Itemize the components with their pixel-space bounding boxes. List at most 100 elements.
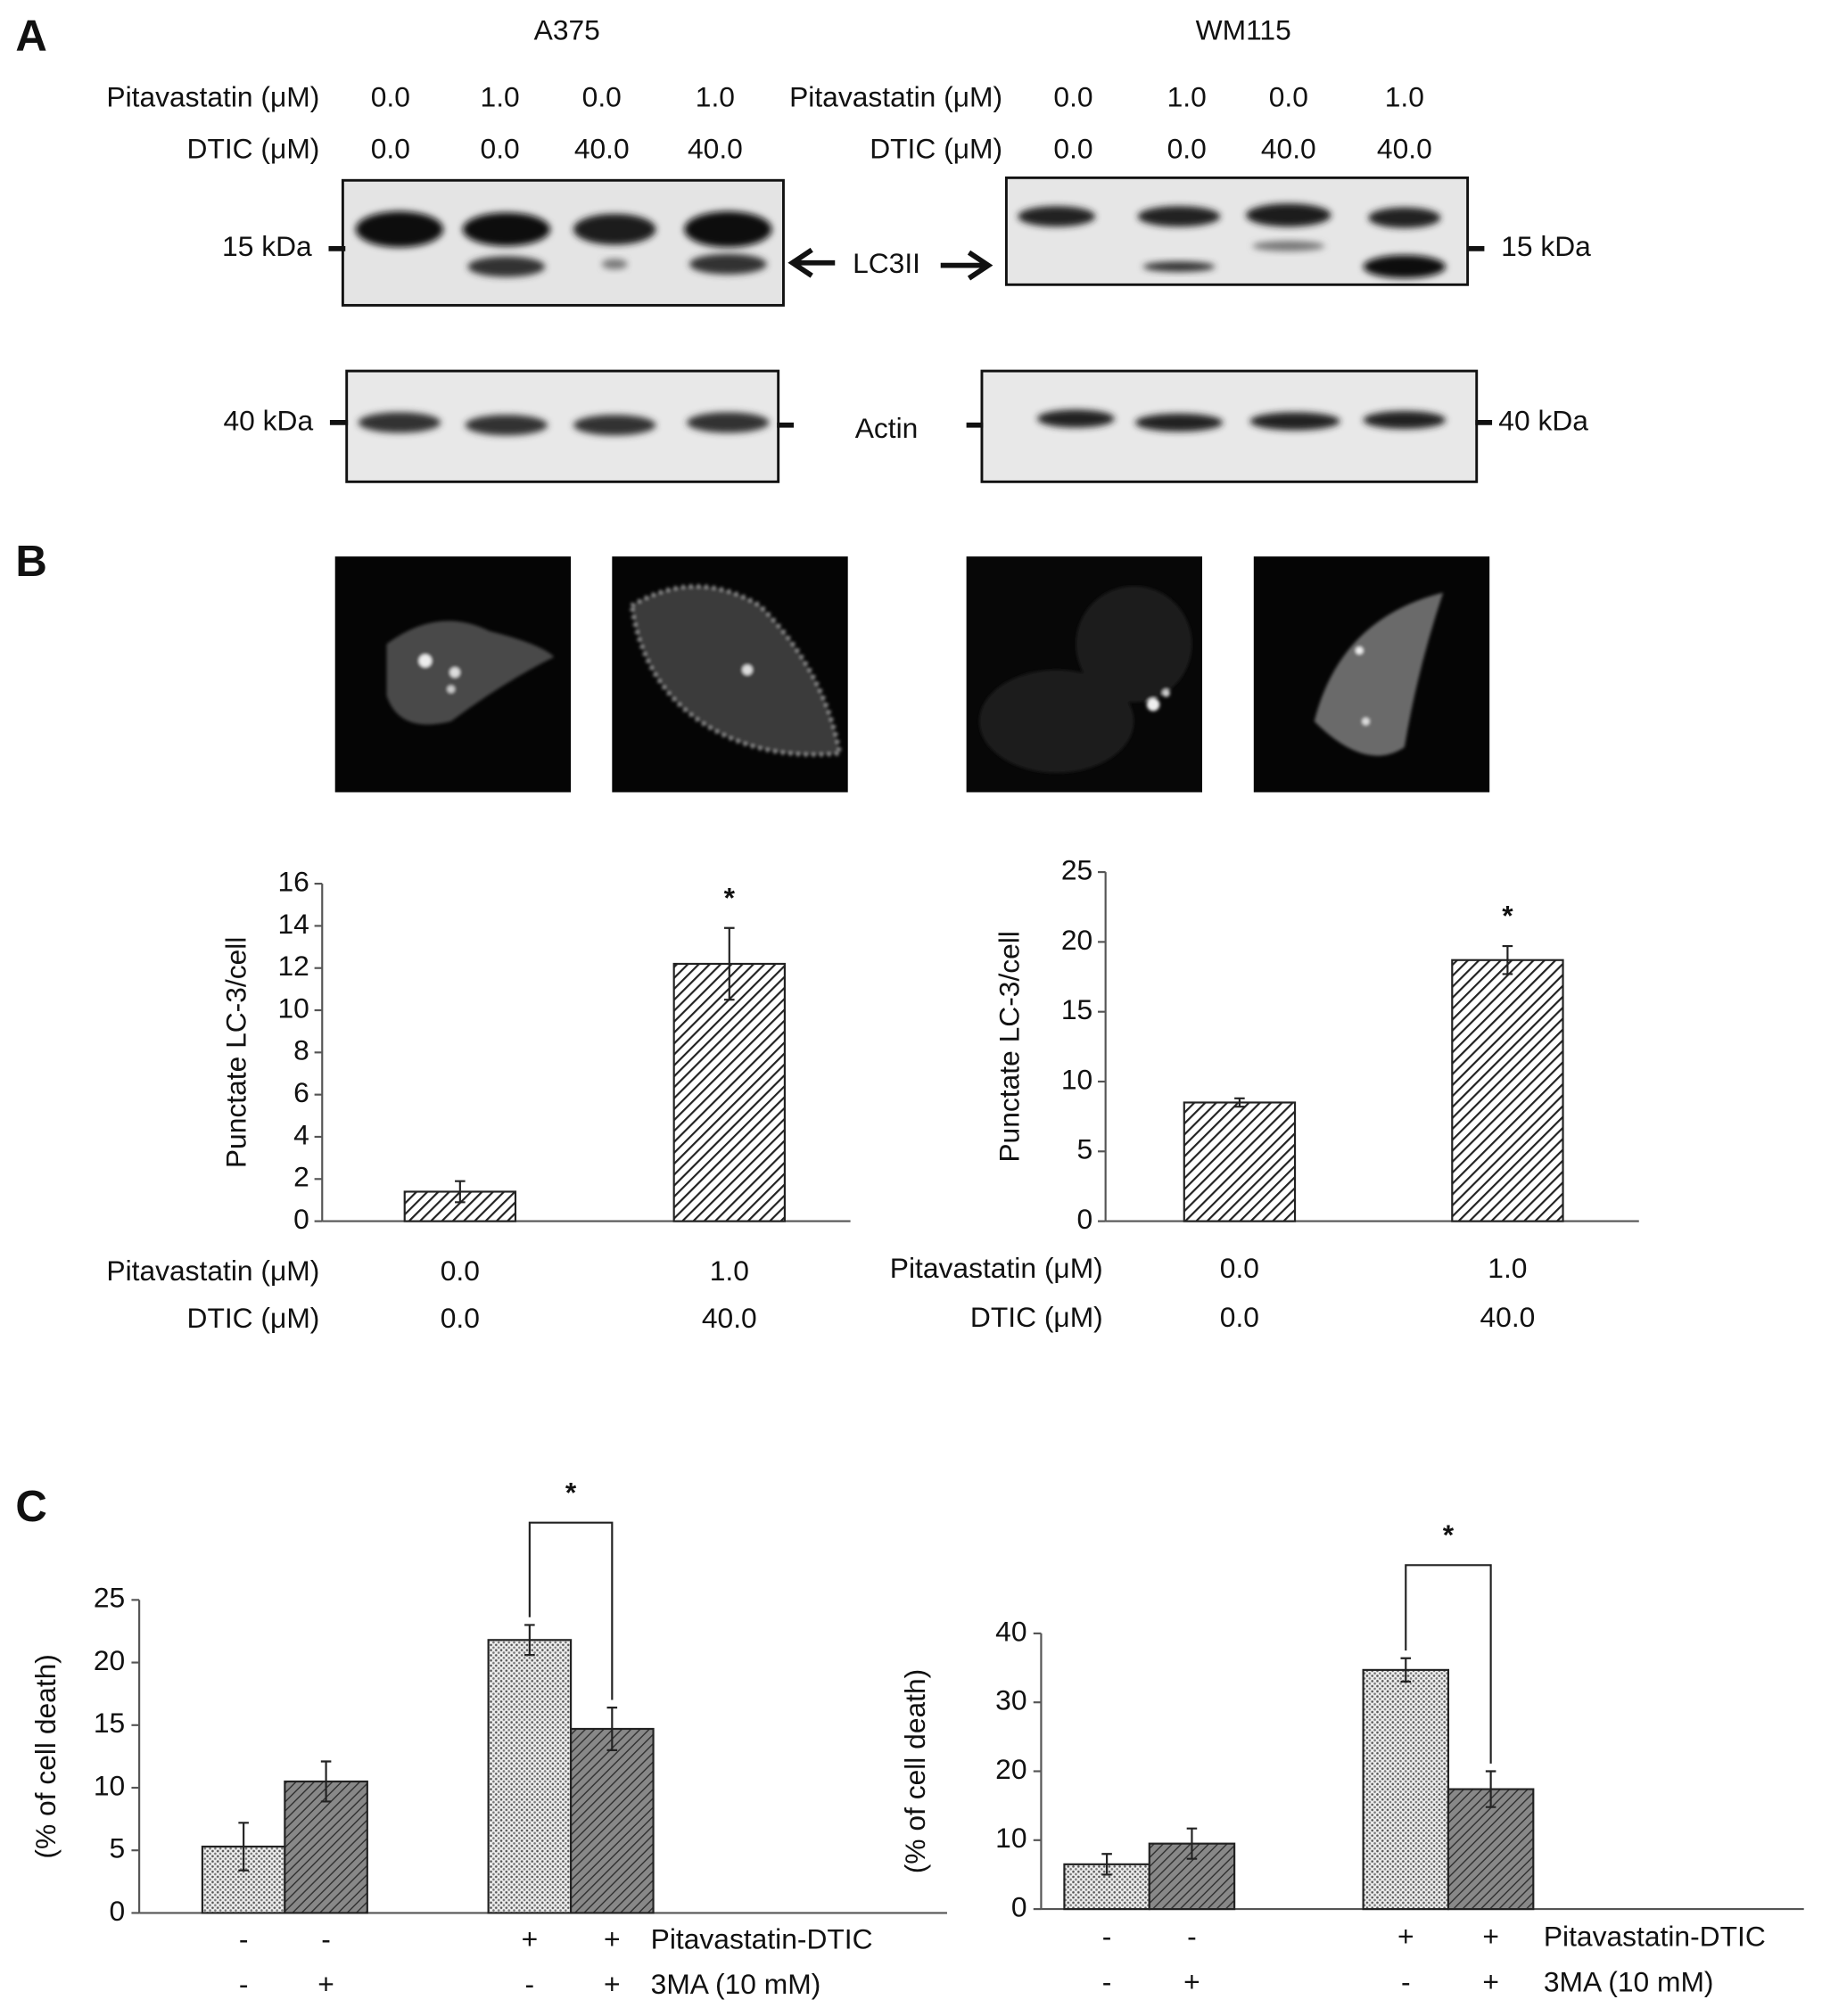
panel-letter: C (15, 1483, 46, 1531)
row-label: DTIC (μM) (187, 132, 320, 164)
arrow (787, 247, 836, 278)
row-value: 0.0 (481, 132, 520, 164)
error-bar (1101, 1853, 1112, 1876)
row-value: 0.0 (371, 132, 410, 164)
y-tick-label: 20 (1061, 924, 1092, 956)
treatment-value: - (239, 1968, 249, 2000)
bar (570, 1727, 655, 1914)
y-axis-label: (% of cell death) (899, 1669, 931, 1874)
blot-band (1363, 255, 1447, 279)
blot-band (462, 212, 550, 246)
y-axis-label: (% of cell death) (29, 1654, 62, 1859)
bar (487, 1639, 573, 1914)
blot-band (1363, 410, 1447, 430)
y-tick-label: 30 (995, 1684, 1026, 1716)
y-tick-label: 15 (94, 1707, 125, 1739)
y-tick-label: 10 (995, 1822, 1026, 1854)
treatment-value: 0.0 (1220, 1252, 1259, 1284)
y-tick-label: 0 (1011, 1890, 1027, 1922)
row-value: 0.0 (371, 81, 410, 113)
bar (1451, 959, 1564, 1222)
treatment-value: - (1102, 1921, 1112, 1953)
arrow (940, 250, 993, 281)
y-tick-label: 20 (94, 1644, 125, 1676)
cell-line-title: WM115 (1196, 14, 1291, 46)
cell-image (386, 584, 1444, 773)
band-label: LC3II (853, 247, 920, 279)
panel-letter: A (15, 12, 46, 60)
treatment-label: Pitavastatin-DTIC (651, 1923, 873, 1955)
y-tick-label: 10 (1061, 1063, 1092, 1095)
blot-band (573, 213, 656, 245)
y-tick-label: 4 (293, 1118, 309, 1150)
blot-band (1018, 206, 1096, 227)
blot-band (358, 412, 441, 433)
blot-band (355, 210, 444, 248)
error-bar (1502, 945, 1513, 975)
row-value: 40.0 (574, 132, 630, 164)
error-bar (606, 1707, 618, 1751)
row-value: 1.0 (1385, 81, 1424, 113)
marker-label: 15 kDa (1501, 230, 1591, 262)
y-tick-label: 8 (293, 1034, 309, 1066)
treatment-label: Pitavastatin-DTIC (1544, 1921, 1766, 1953)
blot-band (573, 415, 656, 436)
bar (284, 1780, 368, 1914)
treatment-value: - (239, 1923, 249, 1955)
treatment-value: - (1187, 1921, 1197, 1953)
treatment-value: 40.0 (702, 1302, 757, 1334)
y-tick-label: 6 (293, 1076, 309, 1108)
bar (1447, 1788, 1535, 1911)
treatment-value: + (604, 1923, 621, 1955)
panel-letter: B (15, 538, 46, 586)
blot-band (687, 412, 770, 433)
bar (672, 962, 787, 1222)
treatment-value: - (1401, 1965, 1411, 1997)
y-tick-label: 14 (277, 908, 309, 940)
blot-band (467, 256, 546, 277)
treatment-value: 40.0 (1480, 1301, 1535, 1333)
y-tick-label: 16 (277, 865, 309, 897)
y-tick-label: 10 (277, 992, 309, 1024)
y-tick-label: 15 (1061, 993, 1092, 1025)
row-value: 1.0 (696, 81, 735, 113)
y-axis-label: Punctate LC-3/cell (220, 937, 252, 1169)
bar (1183, 1101, 1297, 1222)
treatment-value: + (522, 1923, 539, 1955)
blot-band (1368, 207, 1441, 228)
cell-line-title: A375 (534, 14, 600, 46)
error-bar (320, 1760, 332, 1803)
blot-band (1246, 203, 1331, 227)
bar (1362, 1668, 1450, 1911)
error-bar (1186, 1827, 1198, 1860)
treatment-label: 3MA (10 mM) (1544, 1965, 1714, 1997)
y-tick-label: 40 (995, 1615, 1026, 1647)
y-tick-label: 2 (293, 1161, 309, 1193)
treatment-value: 1.0 (710, 1255, 749, 1287)
treatment-value: + (1482, 1965, 1499, 1997)
blot-band (465, 415, 548, 436)
error-bar (455, 1180, 466, 1204)
significance-bracket (528, 1521, 614, 1700)
treatment-label: Pitavastatin (μM) (890, 1252, 1103, 1284)
blot-band (1134, 413, 1224, 432)
y-tick-label: 0 (110, 1895, 126, 1927)
y-tick-label: 0 (293, 1203, 309, 1235)
treatment-value: + (1397, 1921, 1414, 1953)
y-tick-label: 20 (995, 1753, 1026, 1785)
blot-band (601, 259, 628, 269)
significance-star: * (565, 1476, 577, 1508)
treatment-value: + (1482, 1921, 1499, 1953)
treatment-value: + (1183, 1965, 1200, 1997)
blot-band (684, 210, 772, 248)
y-tick-label: 25 (1061, 853, 1092, 885)
error-bar (524, 1624, 535, 1657)
treatment-value: 0.0 (441, 1255, 480, 1287)
marker-label: 40 kDa (1498, 404, 1588, 436)
blot-band (1249, 412, 1340, 431)
row-value: 0.0 (1053, 81, 1092, 113)
marker-label: 40 kDa (223, 404, 313, 436)
y-tick-label: 5 (110, 1832, 126, 1864)
blot-band (1137, 206, 1221, 227)
